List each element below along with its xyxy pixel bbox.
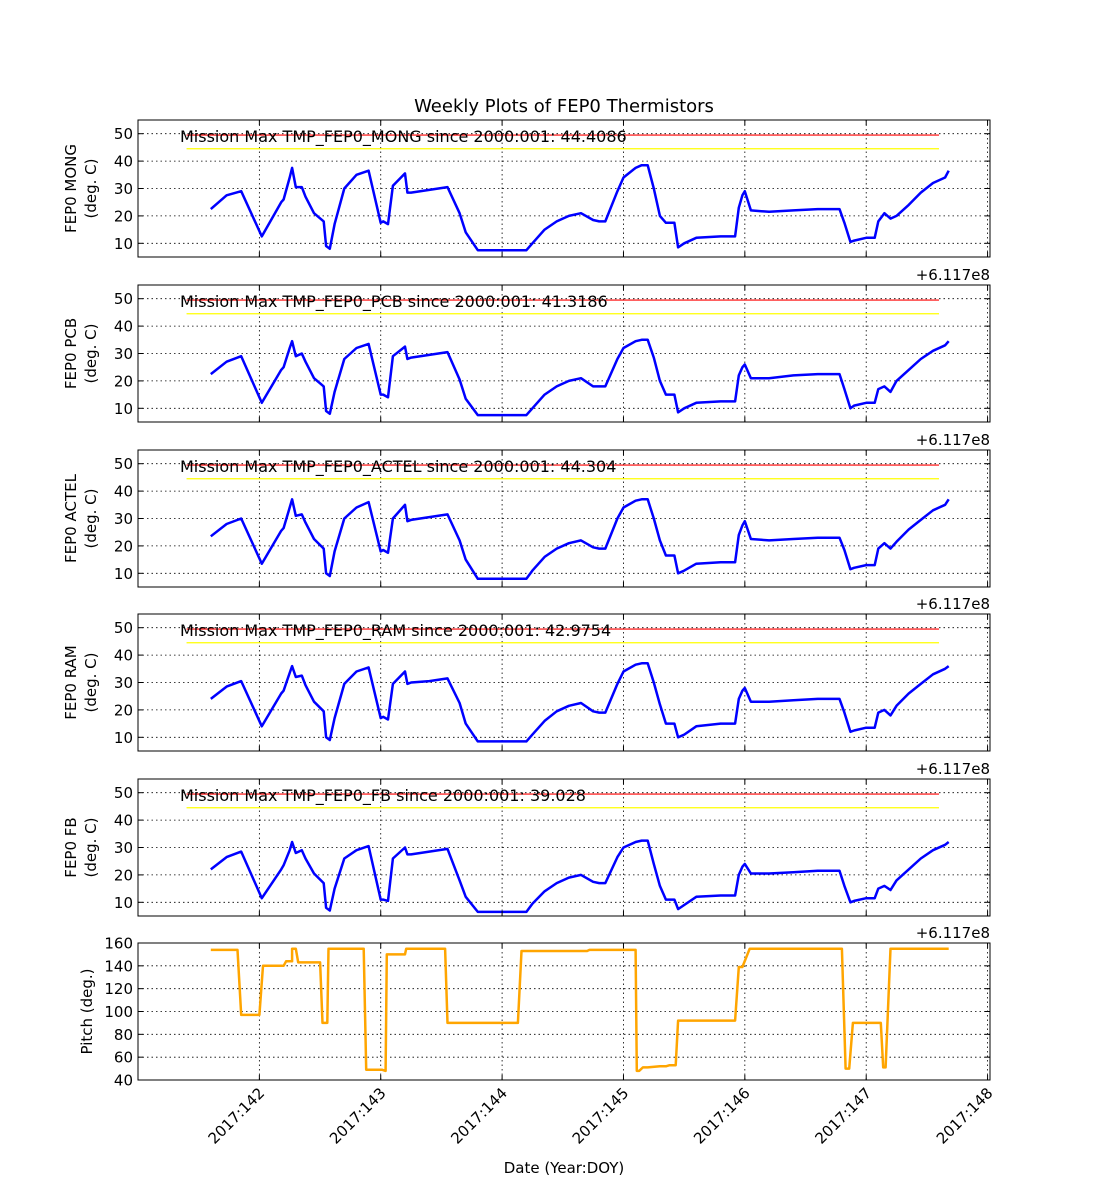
y-tick-label: 30 — [114, 674, 133, 692]
y-axis-label-line: FEP0 FB — [62, 817, 80, 877]
y-axis-label-line: FEP0 MONG — [62, 144, 80, 233]
y-tick-label: 40 — [114, 647, 133, 665]
mission-max-annotation: Mission Max TMP_FEP0_FB since 2000:001: … — [180, 786, 586, 806]
y-tick-label: 80 — [114, 1026, 133, 1044]
y-tick-label: 40 — [114, 318, 133, 336]
x-tick-label: 2017:146 — [690, 1084, 754, 1148]
y-axis-label-line: FEP0 RAM — [62, 645, 80, 719]
y-axis-label: FEP0 FB (deg. C) — [62, 817, 100, 877]
y-tick-label: 20 — [114, 701, 133, 719]
y-tick-label: 10 — [114, 235, 133, 253]
x-tick-label: 2017:147 — [811, 1084, 875, 1148]
y-tick-label: 50 — [114, 290, 133, 308]
offset-text: +6.117e8 — [916, 760, 990, 778]
y-axis-label-line: (deg. C) — [82, 653, 100, 713]
panel-4: 10 20 30 40 50 FEP0 RAM (deg. C) Mission Max TM… — [62, 595, 991, 752]
x-tick-label: 2017:143 — [326, 1084, 390, 1148]
y-tick-label: 40 — [114, 153, 133, 171]
y-tick-label: 160 — [104, 935, 133, 953]
y-tick-label: 50 — [114, 125, 133, 143]
x-tick-labels: 2017:142 2017:143 2017:144 2017:145 2017:146… — [205, 1084, 997, 1148]
offset-text: +6.117e8 — [916, 431, 990, 449]
x-tick-label: 2017:148 — [933, 1084, 997, 1148]
panel-5: 10 20 30 40 50 FEP0 FB (deg. C) Mission Max TMP… — [62, 760, 991, 917]
mission-max-annotation: Mission Max TMP_FEP0_RAM since 2000:001:… — [180, 621, 611, 641]
figure-title: Weekly Plots of FEP0 Thermistors — [414, 96, 714, 117]
y-tick-label: 20 — [114, 207, 133, 225]
axes-frame — [137, 942, 991, 1081]
panel-3: 10 20 30 40 50 FEP0 ACTEL (deg. C) Mission Max … — [62, 431, 991, 588]
y-tick-label: 30 — [114, 345, 133, 363]
y-axis-label: FEP0 ACTEL (deg. C) — [62, 473, 100, 563]
offset-text: +6.117e8 — [916, 595, 990, 613]
y-tick-label: 50 — [114, 619, 133, 637]
offset-text: +6.117e8 — [916, 924, 990, 942]
series-line — [210, 947, 949, 1073]
series-line — [210, 338, 950, 417]
mission-max-annotation: Mission Max TMP_FEP0_MONG since 2000:001… — [180, 127, 627, 147]
y-tick-label: 30 — [114, 510, 133, 528]
y-tick-label: 50 — [114, 784, 133, 802]
y-tick-label: 40 — [114, 812, 133, 830]
y-tick-label: 10 — [114, 400, 133, 418]
y-tick-label: 20 — [114, 866, 133, 884]
x-tick-label: 2017:145 — [569, 1084, 633, 1148]
y-tick-label: 20 — [114, 372, 133, 390]
series-line — [209, 163, 950, 252]
y-axis-label: FEP0 MONG (deg. C) — [62, 144, 100, 233]
y-axis-label-line: FEP0 ACTEL — [62, 473, 80, 563]
series-line — [210, 839, 950, 914]
series-line — [210, 498, 950, 581]
y-axis-label-line: (deg. C) — [82, 818, 100, 878]
y-tick-label: 50 — [114, 455, 133, 473]
y-axis-label-line: FEP0 PCB — [62, 318, 80, 389]
y-tick-label: 40 — [114, 483, 133, 501]
y-axis-label-line: (deg. C) — [82, 159, 100, 219]
y-axis-label-line: Pitch (deg.) — [78, 968, 96, 1054]
y-tick-label: 100 — [104, 1003, 133, 1021]
offset-text: +6.117e8 — [916, 266, 990, 284]
x-axis-label: Date (Year:DOY) — [504, 1159, 625, 1177]
y-axis-label: FEP0 RAM (deg. C) — [62, 645, 100, 719]
y-tick-label: 40 — [114, 1072, 133, 1090]
series-line — [210, 662, 950, 743]
y-axis-label-line: (deg. C) — [82, 489, 100, 549]
y-tick-label: 10 — [114, 565, 133, 583]
y-tick-label: 10 — [114, 729, 133, 747]
panel-6: 40 60 80 100 120 140 160 Pitch (deg.) +6.117e8 — [78, 924, 991, 1090]
y-axis-label: Pitch (deg.) — [78, 968, 96, 1054]
x-tick-label: 2017:142 — [205, 1084, 269, 1148]
y-tick-label: 140 — [104, 957, 133, 975]
mission-max-annotation: Mission Max TMP_FEP0_PCB since 2000:001:… — [180, 292, 608, 312]
y-tick-label: 20 — [114, 537, 133, 555]
y-tick-label: 10 — [114, 894, 133, 912]
x-tick-label: 2017:144 — [447, 1084, 511, 1148]
mission-max-annotation: Mission Max TMP_FEP0_ACTEL since 2000:00… — [180, 457, 616, 477]
y-axis-label: FEP0 PCB (deg. C) — [62, 318, 100, 389]
y-axis-label-line: (deg. C) — [82, 324, 100, 384]
grid — [138, 942, 990, 1081]
y-tick-label: 60 — [114, 1049, 133, 1067]
panel-2: 10 20 30 40 50 FEP0 PCB (deg. C) Mission Max TM… — [62, 266, 991, 423]
y-tick-label: 30 — [114, 180, 133, 198]
panel-1: 10 20 30 40 50 FEP0 MONG (deg. C) Mission Max T… — [62, 119, 991, 258]
y-tick-label: 30 — [114, 839, 133, 857]
y-tick-label: 120 — [104, 980, 133, 998]
